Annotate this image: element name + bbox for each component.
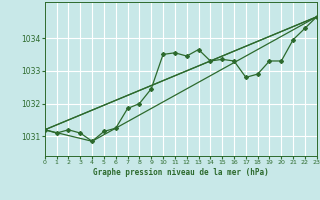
X-axis label: Graphe pression niveau de la mer (hPa): Graphe pression niveau de la mer (hPa) <box>93 168 269 177</box>
